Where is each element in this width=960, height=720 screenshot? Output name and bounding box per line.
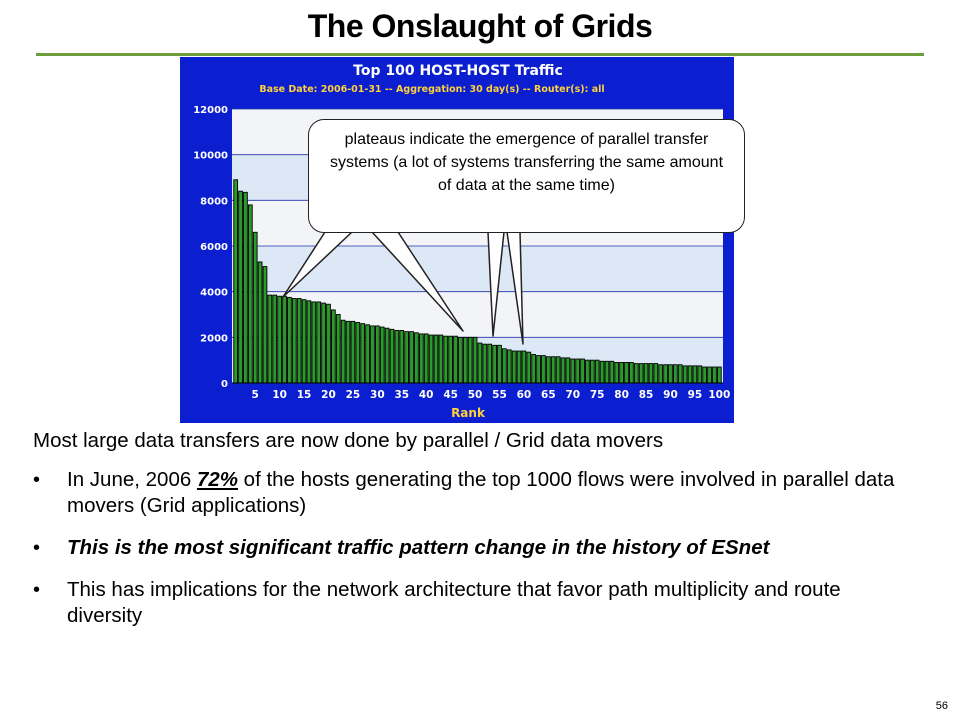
x-tick-label: 10 <box>272 389 287 401</box>
x-tick-label: 50 <box>468 389 483 401</box>
x-tick-label: 30 <box>370 389 385 401</box>
x-tick-label: 45 <box>443 389 458 401</box>
y-tick-label: 6000 <box>200 242 228 253</box>
y-tick-label: 0 <box>221 379 228 390</box>
bullet-2: • This is the most significant traffic p… <box>33 535 913 561</box>
y-tick-label: 12000 <box>193 105 228 116</box>
bullet-1-percentage: 72% <box>196 468 238 491</box>
callout-pointer-1 <box>282 231 353 298</box>
callout-pointer-4 <box>506 231 524 345</box>
callout-pointer-2 <box>371 231 464 332</box>
x-tick-label: 75 <box>590 389 605 401</box>
bullet-dot: • <box>33 469 41 491</box>
y-tick-label: 8000 <box>200 196 228 207</box>
slide-body: Most large data transfers are now done b… <box>33 428 913 645</box>
bullet-1-post: of the hosts generating the top 1000 flo… <box>67 468 895 517</box>
bullet-dot: • <box>33 579 41 601</box>
title-rule <box>36 53 924 56</box>
x-tick-label: 40 <box>419 389 434 401</box>
intro-line: Most large data transfers are now done b… <box>33 429 664 452</box>
bullet-3: • This has implications for the network … <box>33 577 913 629</box>
x-axis-label: Rank <box>451 406 486 420</box>
plateau-callout: plateaus indicate the emergence of paral… <box>308 119 745 233</box>
x-tick-label: 20 <box>321 389 336 401</box>
y-tick-label: 10000 <box>193 151 228 162</box>
y-tick-label: 4000 <box>200 288 228 299</box>
x-tick-label: 65 <box>541 389 556 401</box>
x-tick-label: 80 <box>614 389 629 401</box>
chart-subtitle: Base Date: 2006-01-31 -- Aggregation: 30… <box>259 84 604 95</box>
traffic-chart: Top 100 HOST-HOST Traffic Base Date: 200… <box>180 57 734 423</box>
x-tick-label: 60 <box>517 389 532 401</box>
x-tick-label: 90 <box>663 389 678 401</box>
bullet-dot: • <box>33 537 41 559</box>
y-tick-label: 2000 <box>200 333 228 344</box>
x-tick-label: 100 <box>708 389 730 401</box>
callout-pointer-3 <box>487 231 505 337</box>
x-tick-label: 5 <box>252 389 259 401</box>
x-tick-label: 55 <box>492 389 507 401</box>
x-tick-label: 70 <box>565 389 580 401</box>
x-tick-label: 25 <box>346 389 361 401</box>
x-tick-label: 35 <box>394 389 409 401</box>
x-tick-label: 85 <box>639 389 654 401</box>
page-number: 56 <box>935 700 948 712</box>
bullet-1-pre: In June, 2006 <box>67 468 197 491</box>
x-tick-label: 15 <box>297 389 312 401</box>
x-tick-label: 95 <box>688 389 703 401</box>
bullet-3-text: This has implications for the network ar… <box>67 578 841 627</box>
chart-title: Top 100 HOST-HOST Traffic <box>353 63 563 79</box>
bullet-2-text: This is the most significant traffic pat… <box>67 536 770 559</box>
bullet-1: • In June, 2006 72% of the hosts generat… <box>33 467 913 519</box>
slide-title: The Onslaught of Grids <box>307 8 653 44</box>
